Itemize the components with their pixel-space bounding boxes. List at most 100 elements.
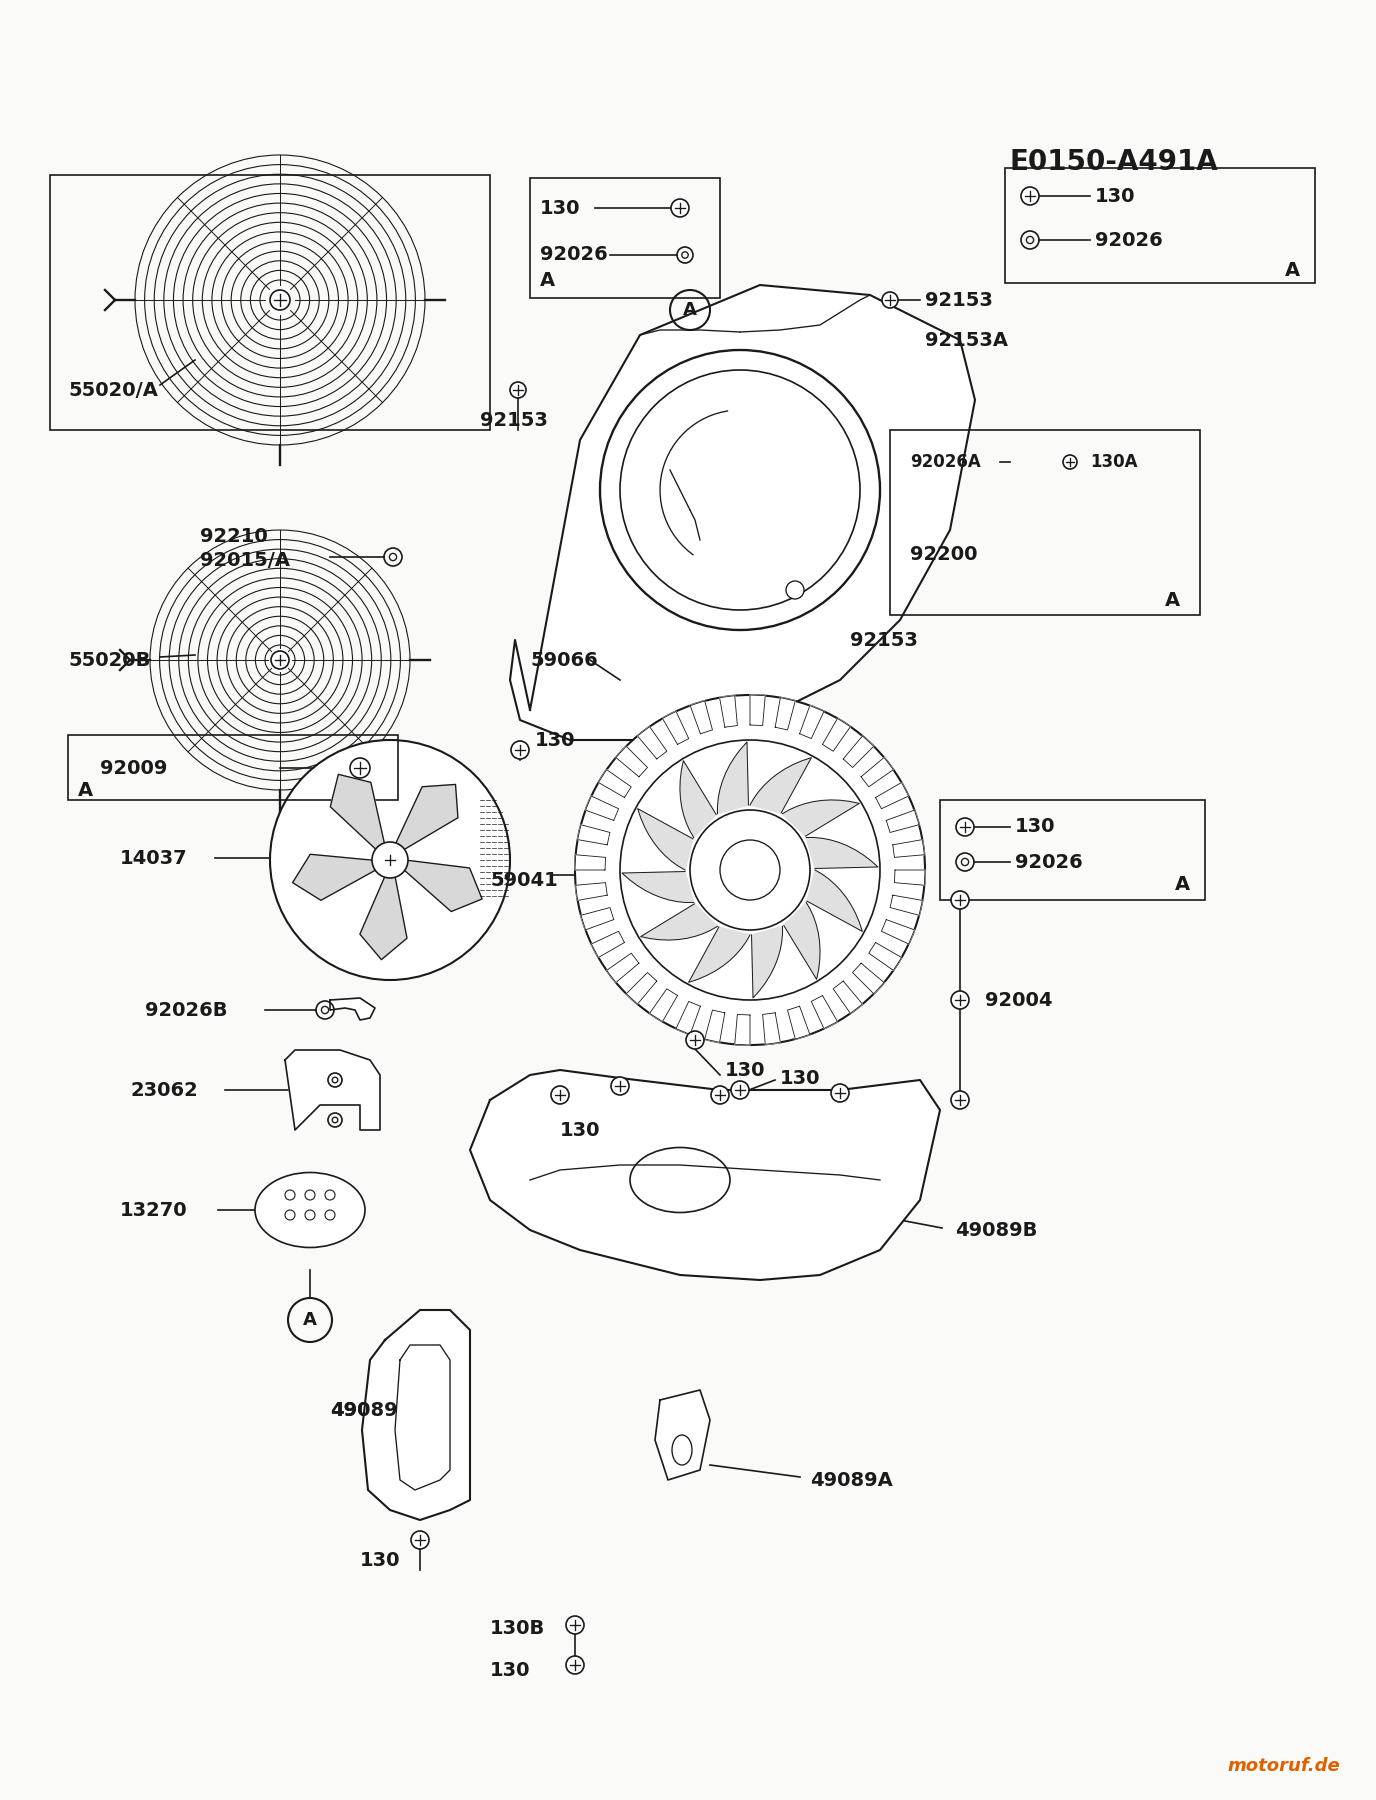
Text: 92026: 92026 bbox=[539, 245, 608, 265]
Circle shape bbox=[689, 810, 810, 931]
Text: 49089A: 49089A bbox=[810, 1471, 893, 1490]
Polygon shape bbox=[676, 1001, 700, 1035]
Circle shape bbox=[1021, 187, 1039, 205]
Bar bbox=[50, 175, 490, 430]
Polygon shape bbox=[330, 774, 385, 851]
Polygon shape bbox=[751, 927, 783, 997]
Text: 49089B: 49089B bbox=[955, 1220, 1038, 1240]
Ellipse shape bbox=[630, 1148, 731, 1213]
Circle shape bbox=[285, 1210, 294, 1220]
Bar bbox=[1004, 167, 1315, 283]
Text: 92210: 92210 bbox=[200, 527, 268, 547]
Circle shape bbox=[383, 851, 398, 868]
Polygon shape bbox=[578, 824, 610, 844]
Circle shape bbox=[956, 817, 974, 835]
Text: 92026: 92026 bbox=[1015, 853, 1083, 871]
Circle shape bbox=[575, 695, 925, 1046]
Bar bbox=[530, 178, 720, 299]
Polygon shape bbox=[868, 943, 901, 970]
Text: 130B: 130B bbox=[490, 1618, 545, 1638]
Polygon shape bbox=[691, 700, 713, 734]
Ellipse shape bbox=[786, 581, 804, 599]
Polygon shape bbox=[616, 747, 648, 778]
Circle shape bbox=[687, 1031, 705, 1049]
Text: motoruf.de: motoruf.de bbox=[1227, 1757, 1340, 1775]
Text: 130: 130 bbox=[1095, 187, 1135, 205]
Ellipse shape bbox=[671, 1435, 692, 1465]
Text: 130: 130 bbox=[490, 1660, 531, 1679]
Circle shape bbox=[621, 740, 881, 1001]
Polygon shape bbox=[655, 1390, 710, 1480]
Text: 55020/A: 55020/A bbox=[67, 380, 158, 400]
Circle shape bbox=[882, 292, 899, 308]
Text: 92026B: 92026B bbox=[144, 1001, 227, 1019]
Polygon shape bbox=[861, 758, 893, 787]
Polygon shape bbox=[510, 284, 976, 740]
Text: 59066: 59066 bbox=[530, 650, 597, 670]
Text: A: A bbox=[1165, 590, 1181, 610]
Text: 49089: 49089 bbox=[330, 1400, 398, 1420]
Text: 92153: 92153 bbox=[925, 290, 993, 310]
Circle shape bbox=[510, 382, 526, 398]
Polygon shape bbox=[893, 839, 925, 857]
Polygon shape bbox=[894, 869, 925, 886]
Polygon shape bbox=[784, 902, 820, 979]
Circle shape bbox=[951, 1091, 969, 1109]
Polygon shape bbox=[637, 808, 694, 869]
Text: 130: 130 bbox=[780, 1069, 820, 1087]
Text: 92200: 92200 bbox=[910, 545, 977, 565]
Circle shape bbox=[671, 200, 689, 218]
Circle shape bbox=[372, 842, 409, 878]
Polygon shape bbox=[806, 837, 878, 868]
Text: 130A: 130A bbox=[1090, 454, 1138, 472]
Circle shape bbox=[611, 1076, 629, 1094]
Text: 92015/A: 92015/A bbox=[200, 551, 290, 569]
Text: 130: 130 bbox=[535, 731, 575, 749]
Polygon shape bbox=[649, 988, 677, 1022]
Circle shape bbox=[350, 758, 370, 778]
Polygon shape bbox=[586, 796, 619, 821]
Polygon shape bbox=[641, 904, 717, 940]
Text: E0150-A491A: E0150-A491A bbox=[1010, 148, 1219, 176]
Circle shape bbox=[305, 1210, 315, 1220]
Text: 55020B: 55020B bbox=[67, 650, 150, 670]
Text: 92009: 92009 bbox=[100, 758, 168, 778]
Circle shape bbox=[325, 1190, 334, 1201]
Circle shape bbox=[550, 1085, 570, 1103]
Polygon shape bbox=[808, 869, 863, 931]
Text: 14037: 14037 bbox=[120, 848, 187, 868]
Text: A: A bbox=[1285, 261, 1300, 279]
Circle shape bbox=[951, 891, 969, 909]
Text: 130: 130 bbox=[539, 198, 581, 218]
Polygon shape bbox=[688, 927, 750, 983]
Polygon shape bbox=[799, 706, 824, 738]
Polygon shape bbox=[607, 954, 638, 983]
Text: 130: 130 bbox=[725, 1060, 765, 1080]
Circle shape bbox=[270, 740, 510, 979]
Polygon shape bbox=[775, 698, 795, 731]
Polygon shape bbox=[637, 727, 667, 760]
Text: 13270: 13270 bbox=[120, 1201, 187, 1220]
Polygon shape bbox=[762, 1013, 780, 1044]
Polygon shape bbox=[720, 695, 738, 727]
Circle shape bbox=[831, 1084, 849, 1102]
Polygon shape bbox=[471, 1069, 940, 1280]
Polygon shape bbox=[882, 920, 915, 943]
Polygon shape bbox=[750, 695, 765, 725]
Polygon shape bbox=[812, 995, 838, 1028]
Bar bbox=[940, 799, 1205, 900]
Text: 92026A: 92026A bbox=[910, 454, 981, 472]
Text: 92004: 92004 bbox=[985, 990, 1053, 1010]
Circle shape bbox=[566, 1656, 583, 1674]
Text: A: A bbox=[303, 1310, 316, 1328]
Text: 92026: 92026 bbox=[1095, 230, 1163, 250]
Polygon shape bbox=[680, 761, 716, 837]
Polygon shape bbox=[622, 871, 694, 902]
Polygon shape bbox=[599, 770, 632, 797]
Polygon shape bbox=[735, 1015, 750, 1046]
Polygon shape bbox=[575, 882, 607, 900]
Text: 92153A: 92153A bbox=[925, 331, 1009, 349]
Text: A: A bbox=[682, 301, 696, 319]
Bar bbox=[890, 430, 1200, 616]
Text: 23062: 23062 bbox=[129, 1080, 198, 1100]
